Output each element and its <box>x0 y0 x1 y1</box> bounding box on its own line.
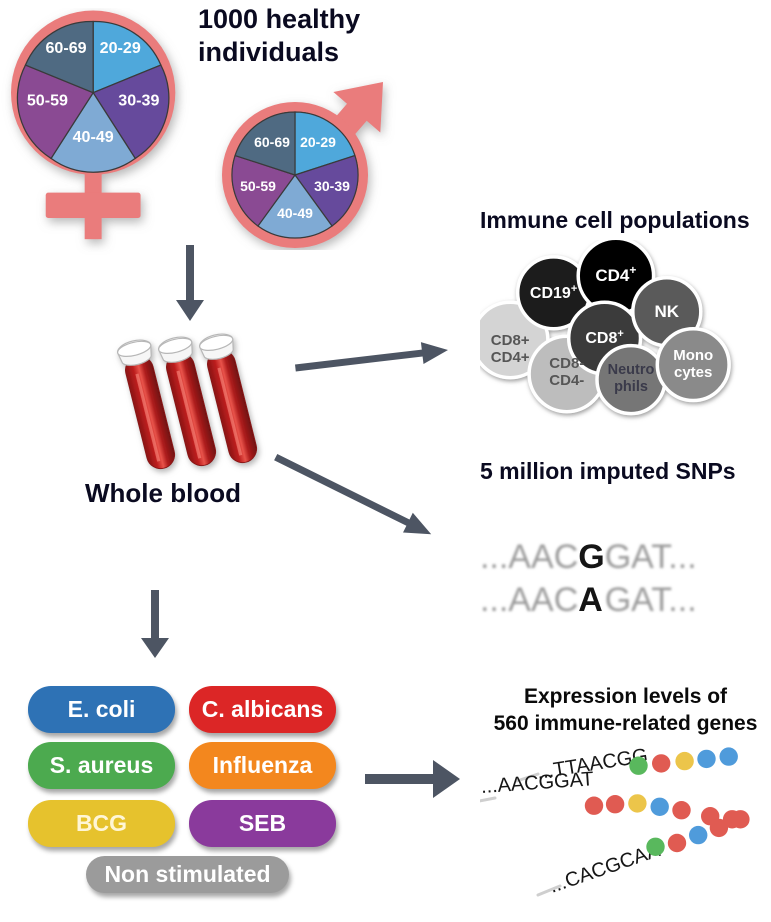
svg-text:40-49: 40-49 <box>73 128 114 146</box>
svg-text:60-69: 60-69 <box>254 134 290 150</box>
svg-text:50-59: 50-59 <box>240 178 276 194</box>
svg-text:CD8+: CD8+ <box>491 332 530 349</box>
svg-text:...AAC: ...AAC <box>480 538 578 576</box>
svg-text:CD19+: CD19+ <box>530 283 577 302</box>
svg-text:NK: NK <box>655 302 680 321</box>
svg-text:CD4+: CD4+ <box>491 349 530 366</box>
svg-text:30-39: 30-39 <box>314 178 350 194</box>
svg-text:GAT...: GAT... <box>605 581 697 619</box>
svg-text:CD8-: CD8- <box>549 355 584 372</box>
svg-text:60-69: 60-69 <box>45 39 86 57</box>
svg-text:30-39: 30-39 <box>118 91 159 109</box>
svg-text:cytes: cytes <box>674 364 712 381</box>
svg-text:A: A <box>578 581 603 619</box>
svg-text:...CACGCAA: ...CACGCAA <box>546 839 663 898</box>
svg-text:GAT...: GAT... <box>605 538 697 576</box>
svg-text:20-29: 20-29 <box>100 39 141 57</box>
svg-text:20-29: 20-29 <box>300 134 336 150</box>
svg-text:G: G <box>578 538 604 576</box>
svg-text:40-49: 40-49 <box>277 205 313 221</box>
svg-text:...AAC: ...AAC <box>480 581 578 619</box>
svg-text:CD4-: CD4- <box>549 372 584 389</box>
svg-text:Neutro: Neutro <box>608 362 655 378</box>
svg-text:Mono: Mono <box>673 347 713 364</box>
svg-text:phils: phils <box>614 379 648 395</box>
svg-text:50-59: 50-59 <box>27 91 68 109</box>
svg-text:...AACGGAT: ...AACGGAT <box>480 768 594 798</box>
